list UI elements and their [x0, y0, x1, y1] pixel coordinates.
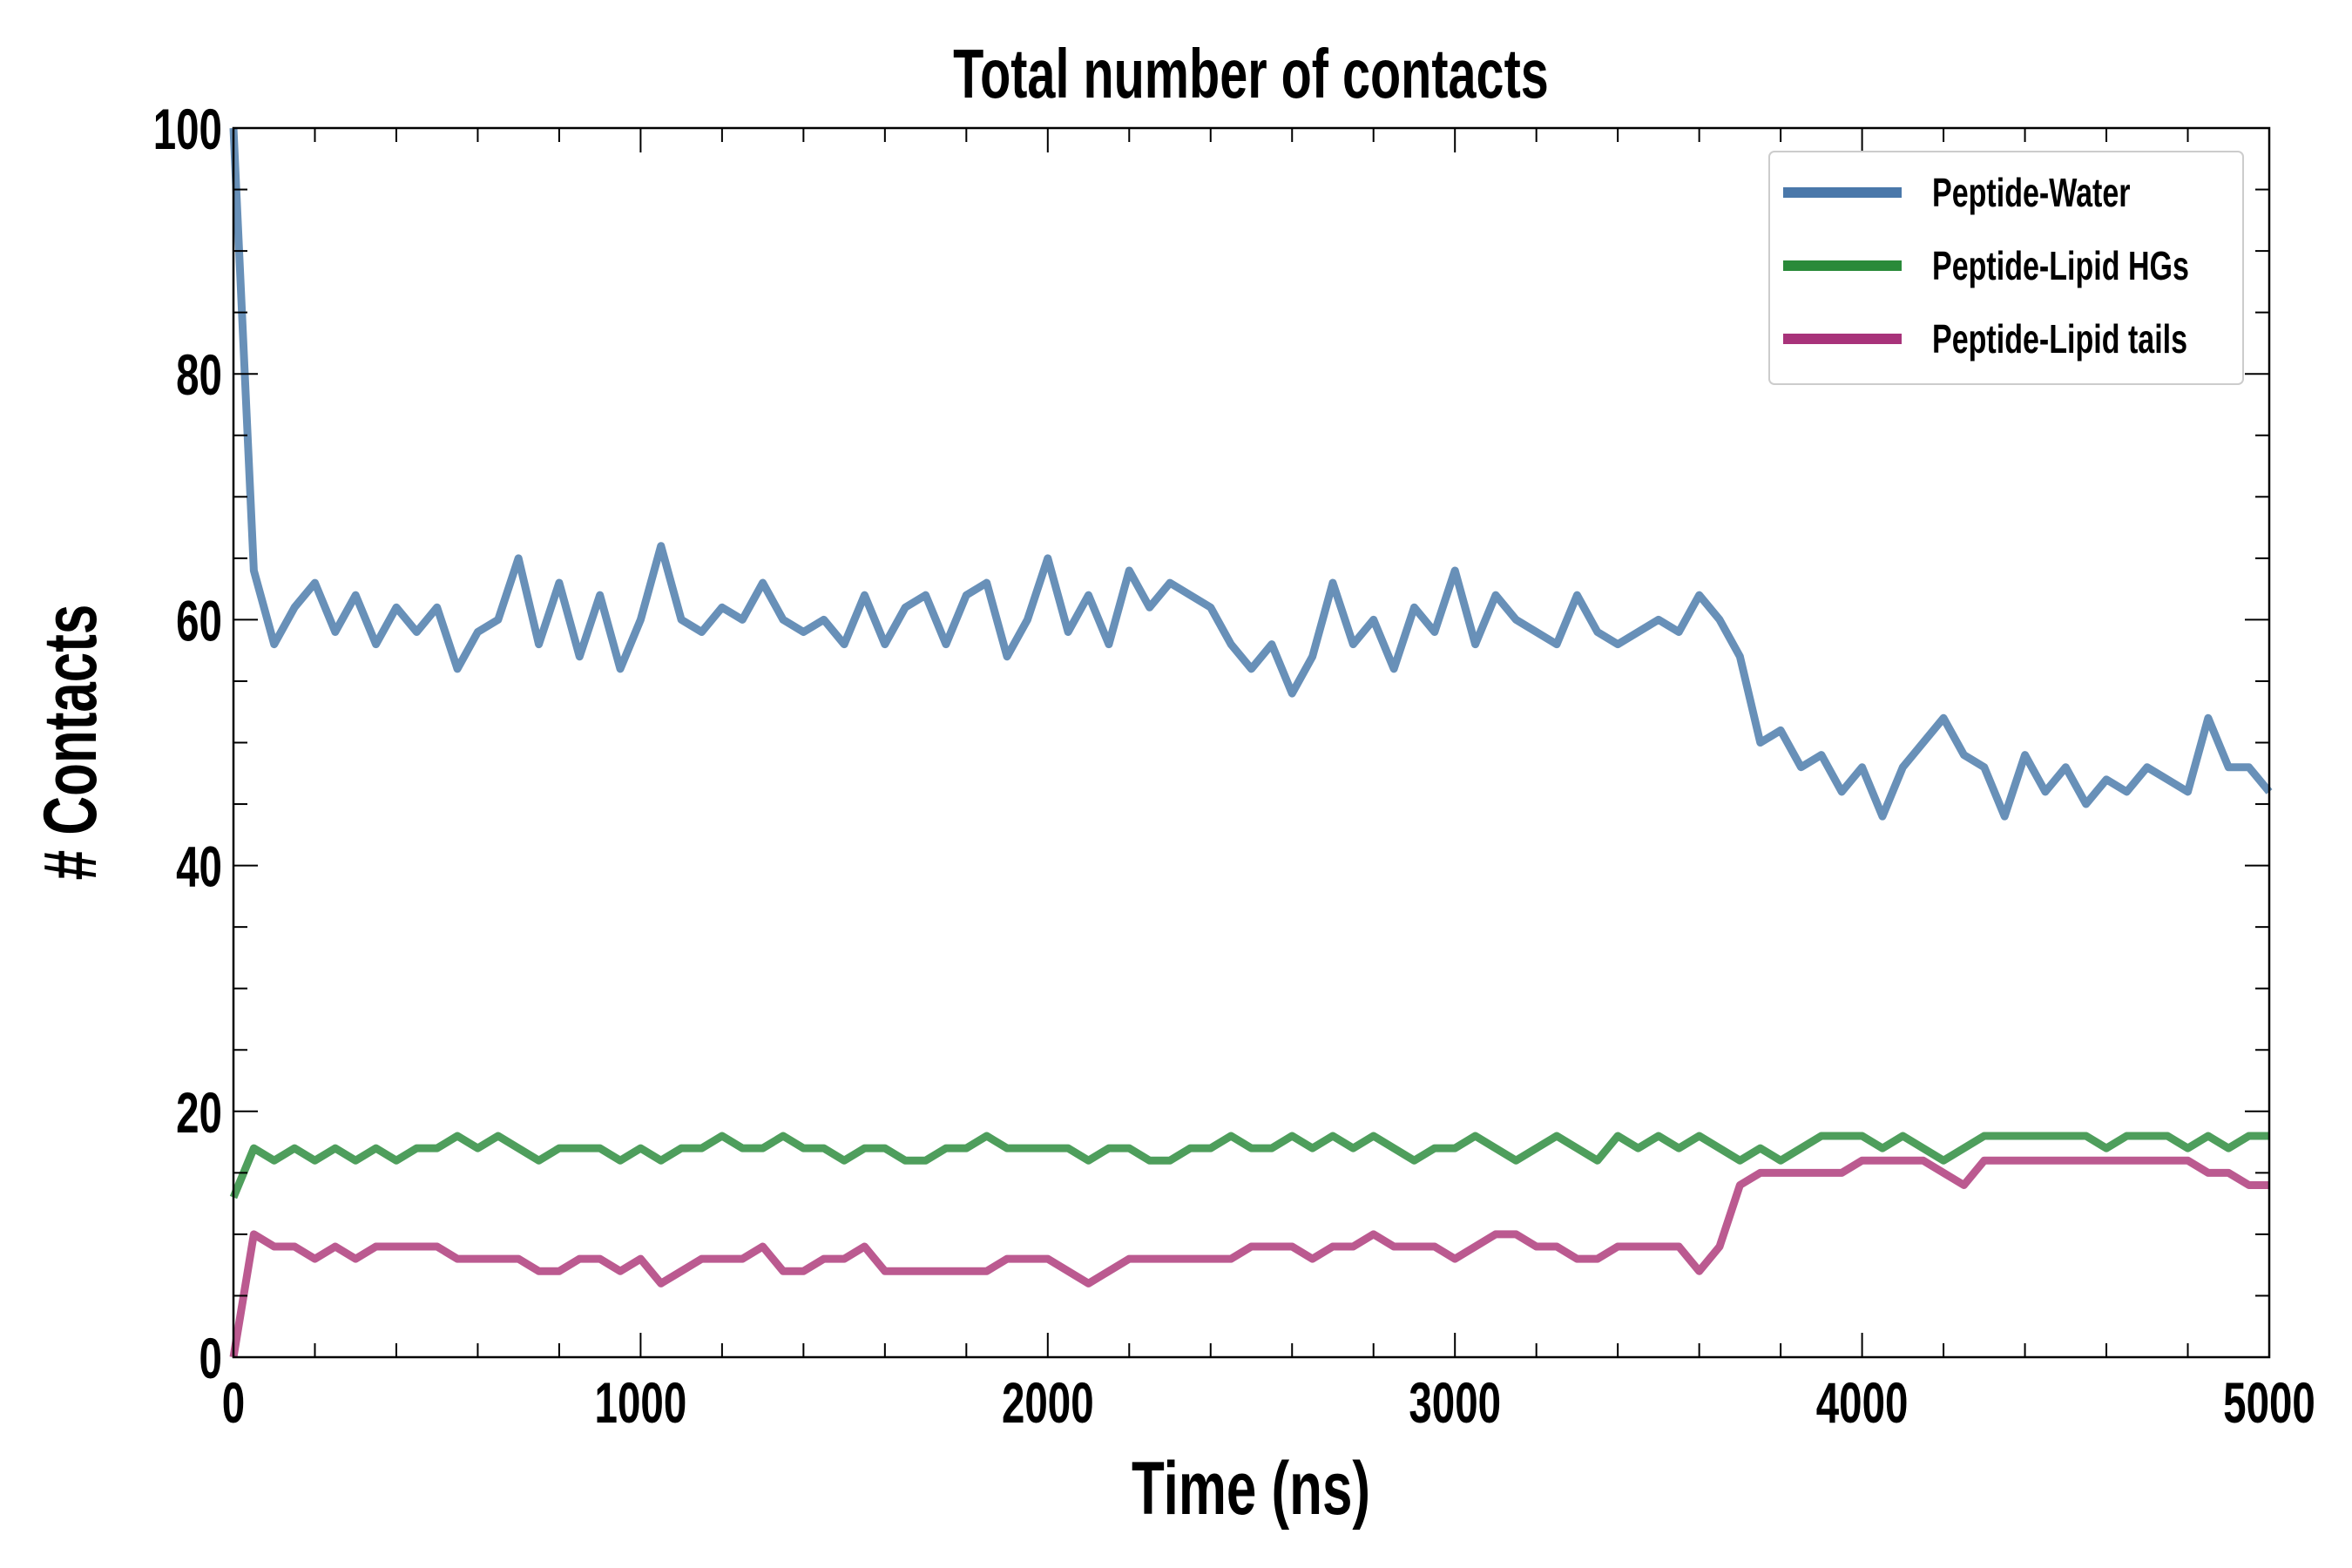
y-tick-label: 100: [153, 98, 222, 161]
legend-label: Peptide-Lipid tails: [1932, 316, 2187, 362]
plot-frame: [232, 126, 2271, 1359]
y-tick-label: 20: [176, 1081, 222, 1145]
legend-label: Peptide-Water: [1932, 170, 2131, 215]
legend: Peptide-Water Peptide-Lipid HGs Peptide-Li…: [1768, 151, 2244, 385]
x-tick-label: 4000: [1816, 1371, 1909, 1435]
y-tick-label: 60: [176, 590, 222, 653]
y-tick-label: 40: [176, 835, 222, 899]
x-tick-label: 5000: [2223, 1371, 2315, 1435]
series-line-2: [229, 1156, 2269, 1358]
legend-label: Peptide-Lipid HGs: [1932, 243, 2189, 288]
x-tick-label: 1000: [595, 1371, 687, 1435]
axis-ticks: 0 1000 2000 3000 4000 5000 0 20 40 60 80 100: [153, 98, 2315, 1435]
x-tick-label: 3000: [1409, 1371, 1501, 1435]
legend-box: [1768, 151, 2244, 385]
series-line-0: [229, 127, 2273, 821]
y-tick-label: 0: [199, 1327, 222, 1390]
chart-title: Total number of contacts: [953, 35, 1549, 113]
x-axis-label: Time (ns): [1132, 1446, 1370, 1530]
x-tick-label: 0: [222, 1371, 245, 1435]
plot-lines: [229, 127, 2273, 1358]
y-axis-label: # Contacts: [28, 605, 112, 881]
series-line-1: [229, 1132, 2269, 1200]
x-tick-label: 2000: [1002, 1371, 1094, 1435]
y-tick-label: 80: [176, 344, 222, 408]
